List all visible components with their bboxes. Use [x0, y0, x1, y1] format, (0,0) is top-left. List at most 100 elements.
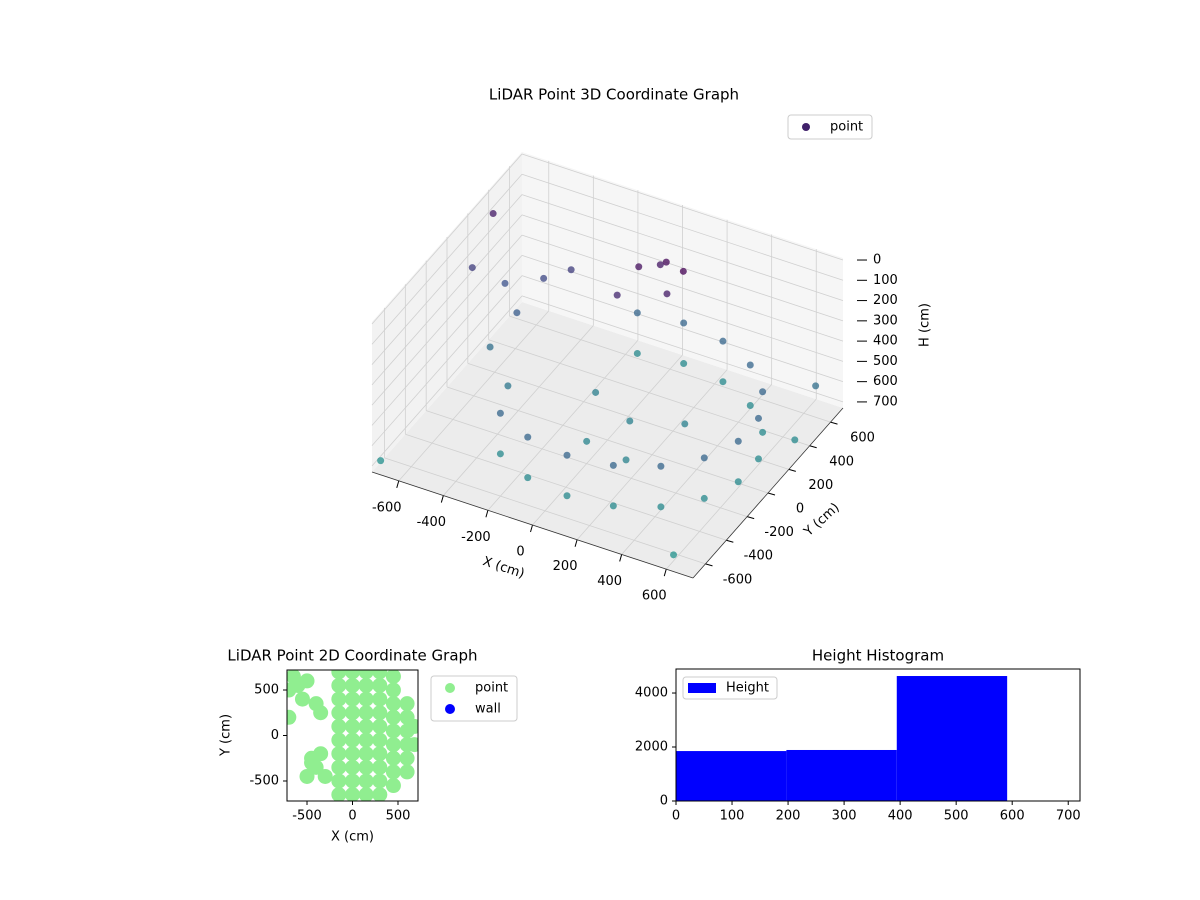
point — [345, 773, 360, 789]
grid-line — [446, 386, 769, 494]
grid-line — [521, 214, 844, 322]
point — [345, 759, 360, 775]
point — [345, 705, 360, 721]
point — [791, 436, 799, 444]
point — [372, 705, 388, 721]
point — [385, 696, 401, 712]
x-tick-label: 400 — [597, 574, 622, 589]
point — [746, 361, 754, 369]
y-tick-label: 600 — [850, 431, 875, 446]
point — [734, 478, 742, 486]
point — [540, 274, 548, 282]
point — [304, 750, 320, 766]
chart-title: LiDAR Point 2D Coordinate Graph — [227, 647, 477, 665]
grid-line — [521, 234, 844, 342]
y-tick — [788, 468, 796, 472]
legend-box — [430, 675, 518, 722]
point — [331, 691, 347, 707]
point — [358, 746, 374, 762]
point — [358, 691, 374, 707]
point — [372, 691, 388, 707]
point — [657, 462, 665, 470]
point — [331, 759, 347, 775]
point — [358, 759, 374, 775]
grid-line — [488, 339, 810, 447]
point — [331, 670, 347, 680]
point — [331, 718, 347, 734]
point — [385, 778, 401, 794]
point — [583, 437, 591, 445]
x-tick-label: 600 — [1000, 809, 1025, 824]
x-tick-label: 500 — [944, 809, 969, 824]
point — [345, 746, 360, 762]
y-tick-label: -200 — [764, 525, 794, 540]
axes-frame — [675, 668, 1081, 802]
point — [496, 409, 504, 417]
grid-line — [371, 255, 523, 426]
x-tick-label: 600 — [642, 589, 667, 604]
point — [331, 787, 347, 801]
point — [680, 360, 688, 368]
y-tick — [767, 492, 776, 496]
point — [372, 677, 388, 693]
legend-box — [787, 114, 873, 140]
z-tick-label: 300 — [873, 313, 898, 328]
point — [345, 732, 360, 748]
z-tick-label: 500 — [873, 354, 898, 369]
grid-line — [371, 194, 523, 365]
bar — [676, 751, 787, 801]
point — [719, 378, 727, 386]
point — [385, 764, 401, 780]
point — [287, 709, 297, 725]
point — [358, 677, 374, 693]
point — [372, 787, 388, 801]
grid-line — [521, 194, 844, 301]
point — [345, 787, 360, 801]
point — [358, 705, 374, 721]
point — [331, 746, 347, 762]
point — [331, 677, 347, 693]
point — [759, 388, 767, 396]
point — [734, 437, 742, 445]
y-tick-label: 200 — [808, 478, 833, 493]
x-tick — [440, 495, 444, 503]
x-tick-label: 0 — [348, 809, 356, 824]
point — [399, 764, 415, 780]
grid-line — [371, 295, 523, 467]
z-tick-label: 100 — [873, 273, 898, 288]
legend-label: point — [475, 681, 508, 696]
point — [812, 382, 820, 390]
point — [496, 450, 504, 458]
point — [524, 433, 532, 441]
point — [700, 454, 708, 462]
legend-marker — [688, 683, 716, 693]
z-tick-label: 600 — [873, 374, 898, 389]
point — [385, 737, 401, 753]
x-tick — [574, 539, 578, 547]
point — [633, 309, 641, 317]
grid-line — [371, 234, 523, 406]
x-tick-label: -600 — [372, 500, 402, 515]
bar — [786, 749, 897, 801]
point — [299, 673, 315, 689]
grid-line — [384, 457, 706, 565]
x-tick — [663, 569, 667, 577]
point — [754, 414, 762, 422]
point — [468, 264, 476, 272]
x-axis-label: X (cm) — [331, 830, 374, 845]
point — [662, 258, 670, 266]
z-tick-label: 700 — [873, 394, 898, 409]
x-tick-label: 200 — [776, 809, 801, 824]
x-tick-label: 300 — [832, 809, 857, 824]
x-tick-label: 200 — [553, 559, 578, 574]
x-tick-label: 100 — [720, 809, 745, 824]
bar — [896, 676, 1008, 801]
z-tick-label: 400 — [873, 334, 898, 349]
x-tick — [396, 480, 400, 488]
x-tick-label: -400 — [417, 515, 447, 530]
point — [406, 718, 418, 734]
grid-line — [371, 174, 523, 345]
z-tick-label: 0 — [873, 253, 881, 268]
point — [313, 705, 329, 721]
